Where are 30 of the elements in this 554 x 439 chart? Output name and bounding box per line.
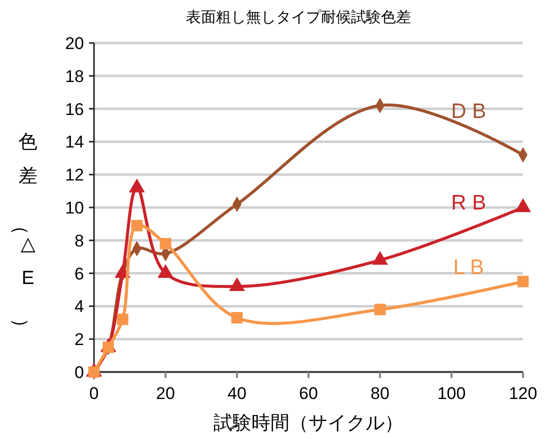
series-label: D B: [451, 100, 486, 124]
y-tick-label: 16: [65, 100, 84, 119]
x-tick-label: 80: [370, 384, 390, 403]
point: [517, 276, 529, 288]
chart-title: 表面粗し無しタイプ耐候試験色差: [186, 9, 411, 26]
x-axis-title: 試験時間（サイクル）: [214, 413, 404, 434]
series-label: L B: [453, 256, 484, 280]
y-tick-label: 12: [65, 166, 84, 185]
text: 色差（△E）: [10, 132, 38, 337]
x-tick-label: 60: [299, 384, 318, 403]
point: [160, 238, 172, 250]
point: [374, 304, 386, 316]
series-label: R B: [451, 192, 486, 215]
x-tick-label: 100: [437, 384, 466, 403]
y-tick-label: 4: [74, 297, 84, 316]
point: [116, 314, 128, 326]
x-tick-label: 40: [228, 384, 246, 403]
y-tick-label: 8: [74, 231, 84, 250]
y-tick-label: 6: [74, 264, 84, 284]
y-tick-label: 18: [65, 66, 84, 86]
x-tick-label: 0: [89, 384, 99, 403]
y-tick-label: 2: [74, 330, 84, 350]
y-tick-label: 20: [65, 34, 84, 53]
point: [231, 312, 243, 324]
x-tick-label: 120: [508, 384, 538, 403]
y-tick-label: 0: [74, 362, 84, 382]
y-tick-label: 14: [65, 132, 84, 152]
y-tick-label: 10: [65, 198, 84, 218]
point: [131, 220, 143, 232]
x-tick-label: 20: [156, 384, 175, 403]
